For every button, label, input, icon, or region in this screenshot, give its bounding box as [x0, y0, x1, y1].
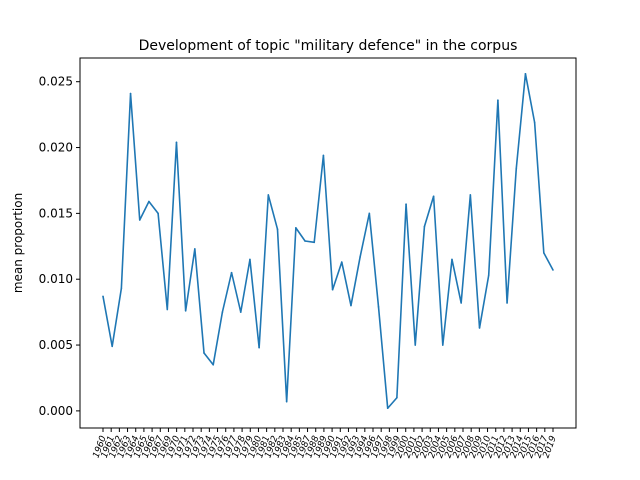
data-point — [533, 121, 536, 124]
data-point — [175, 141, 178, 144]
y-tick-label: 0.005 — [39, 338, 73, 352]
data-point — [276, 228, 279, 230]
data-point — [102, 295, 104, 298]
data-point — [515, 167, 518, 170]
data-point — [313, 241, 316, 244]
data-point — [451, 258, 453, 261]
chart-title: Development of topic "military defence" … — [139, 38, 518, 54]
data-point — [166, 308, 169, 311]
data-point — [524, 73, 527, 75]
y-tick-label: 0.020 — [39, 141, 73, 155]
data-point — [442, 344, 444, 346]
data-point — [506, 302, 508, 304]
series-line — [102, 73, 554, 410]
data-point — [184, 310, 187, 312]
data-point — [212, 364, 214, 366]
data-point — [322, 154, 325, 157]
data-point — [414, 344, 417, 346]
data-point — [478, 327, 481, 329]
data-point — [120, 287, 123, 290]
data-point — [469, 194, 472, 196]
data-point — [350, 304, 352, 307]
data-point — [552, 269, 554, 271]
data-point — [221, 311, 224, 313]
data-point — [386, 407, 389, 410]
data-point — [267, 194, 270, 196]
data-point — [138, 219, 141, 221]
data-point — [340, 261, 343, 263]
y-tick-label: 0.010 — [39, 272, 73, 286]
y-axis-label: mean proportion — [11, 193, 25, 293]
data-point — [249, 258, 251, 261]
y-tick-label: 0.025 — [39, 75, 73, 89]
data-point — [396, 396, 398, 399]
data-point — [460, 302, 462, 304]
data-point — [359, 256, 361, 258]
data-point — [239, 311, 242, 313]
data-point — [129, 92, 132, 95]
data-point — [230, 271, 233, 274]
data-point — [543, 252, 545, 254]
data-point — [331, 288, 334, 291]
data-point — [377, 306, 380, 308]
data-point — [295, 227, 297, 229]
data-point — [157, 212, 159, 215]
data-point — [423, 225, 426, 228]
data-point — [432, 195, 435, 198]
data-point — [487, 274, 490, 277]
data-point — [194, 248, 196, 250]
data-point — [111, 345, 113, 348]
plot-area-frame — [79, 57, 577, 429]
data-point — [368, 212, 371, 215]
data-point — [203, 352, 205, 354]
data-point — [304, 240, 306, 242]
y-tick-label: 0.015 — [39, 206, 73, 220]
data-point — [497, 99, 499, 101]
y-tick-label: 0.000 — [39, 404, 73, 418]
data-point — [405, 203, 407, 205]
data-point — [148, 200, 150, 203]
data-point — [258, 346, 260, 349]
data-point — [285, 400, 288, 403]
